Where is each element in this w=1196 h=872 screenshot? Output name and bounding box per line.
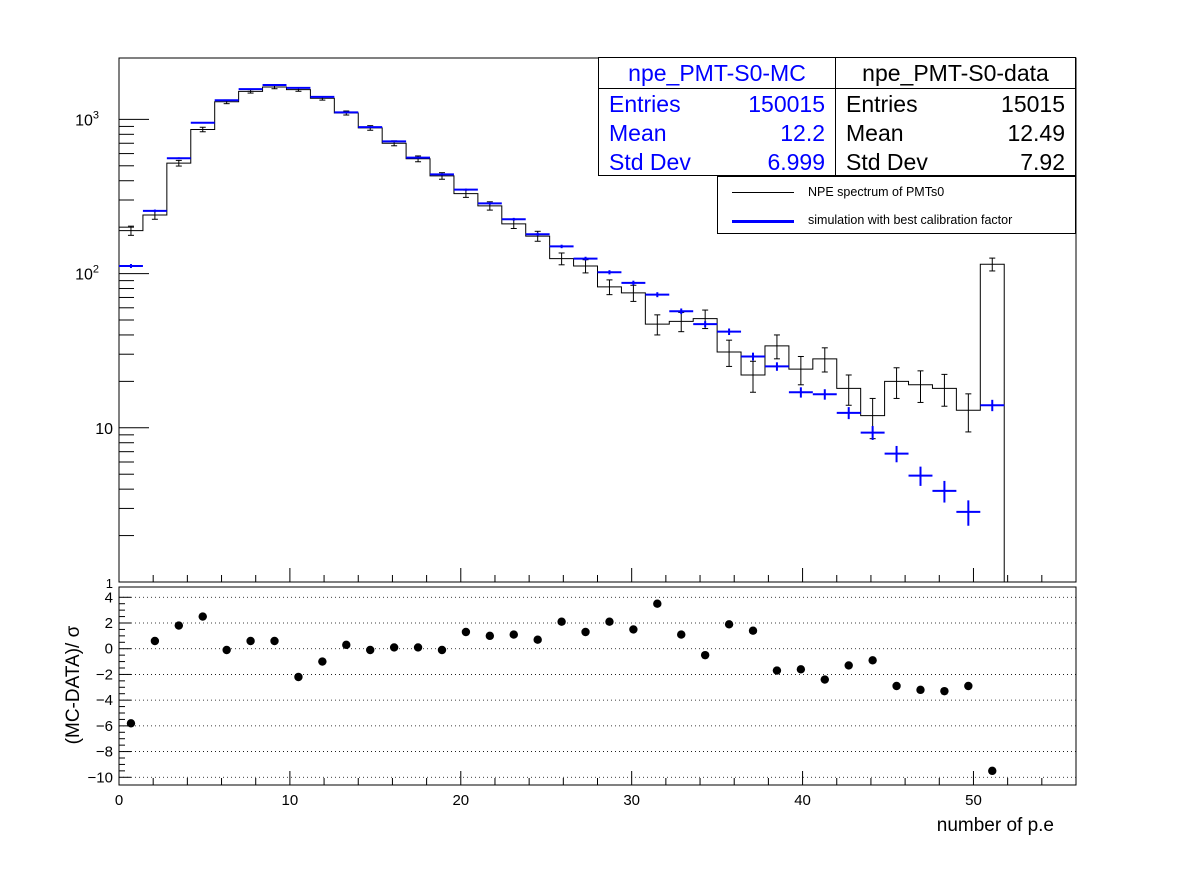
residual-point <box>964 681 973 691</box>
stat-value: 12.49 <box>1007 120 1065 146</box>
residual-point <box>342 640 351 650</box>
residual-point <box>174 621 184 630</box>
residual-point <box>629 625 638 634</box>
stat-label: Mean <box>609 120 667 146</box>
residual-point <box>366 645 375 655</box>
stat-value: 7.92 <box>1020 149 1065 175</box>
stat-label: Std Dev <box>846 149 928 175</box>
legend: NPE spectrum of PMTs0 simulation with be… <box>717 176 1076 234</box>
residual-point <box>844 661 853 670</box>
stat-box-mc-title: npe_PMT-S0-MC <box>599 58 835 89</box>
x-tick-label: 20 <box>452 792 469 809</box>
ratio-y-tick-label: 4 <box>105 589 113 606</box>
x-tick-label: 0 <box>115 792 123 809</box>
stat-label: Std Dev <box>609 149 691 175</box>
top-y-tick-label: 1 <box>106 576 113 591</box>
top-histogram-plot <box>119 84 1005 582</box>
legend-entry-mc: simulation with best calibration factor <box>718 207 1075 235</box>
residual-point <box>772 666 782 675</box>
residual-point <box>892 681 901 691</box>
tick-exponent: 2 <box>93 264 99 276</box>
ratio-pad-border <box>118 586 1077 786</box>
residual-point <box>294 672 303 682</box>
ratio-y-tick-label: −10 <box>88 769 113 786</box>
tick-exponent: 3 <box>93 109 99 121</box>
ratio-y-tick-label: −4 <box>96 692 113 709</box>
ratio-y-tick-label: −8 <box>96 744 113 761</box>
residual-point <box>557 617 566 626</box>
residual-point <box>653 599 662 608</box>
residual-point <box>389 643 399 652</box>
top-y-tick-label: 103 <box>75 109 99 129</box>
residual-point <box>246 636 255 646</box>
stat-box-data-entries: Entries 15015 <box>846 90 1065 119</box>
top-y-tick-label: 10 <box>95 421 113 438</box>
residual-point <box>988 766 997 776</box>
residual-point <box>198 612 207 621</box>
x-axis-label: number of p.e <box>937 815 1054 836</box>
x-tick-label: 10 <box>282 792 299 809</box>
residual-point <box>581 627 590 637</box>
residual-point <box>700 650 710 660</box>
stat-value: 15015 <box>1001 91 1065 117</box>
stat-value: 150015 <box>748 91 825 117</box>
ratio-y-tick-label: −2 <box>96 666 113 683</box>
legend-label: simulation with best calibration factor <box>808 213 1013 227</box>
residual-point <box>724 620 734 629</box>
stat-label: Entries <box>609 91 681 117</box>
ratio-y-axis-label: (MC-DATA)/ σ <box>63 625 84 744</box>
ratio-grid <box>119 596 1076 778</box>
stat-label: Mean <box>846 120 904 146</box>
residual-point <box>940 686 949 696</box>
stat-value: 12.2 <box>780 120 825 146</box>
stat-box-data: npe_PMT-S0-data Entries 15015 Mean 12.49… <box>835 57 1076 176</box>
residual-point <box>605 617 614 626</box>
x-tick-label: 50 <box>965 792 982 809</box>
top-y-tick-label: 102 <box>75 264 99 284</box>
legend-swatch-data <box>732 192 794 193</box>
residual-point <box>222 645 231 655</box>
ratio-plot <box>126 599 997 776</box>
residual-point <box>413 643 423 652</box>
ratio-y-tick-label: 0 <box>105 641 113 658</box>
ratio-y-tick-label: −6 <box>96 718 113 735</box>
stat-box-mc-stddev: Std Dev 6.999 <box>609 148 825 177</box>
stat-value: 6.999 <box>767 149 825 175</box>
x-tick-label: 30 <box>623 792 640 809</box>
residual-point <box>796 665 806 674</box>
residual-point <box>150 636 160 646</box>
stat-box-data-mean: Mean 12.49 <box>846 119 1065 148</box>
residual-point <box>820 675 829 684</box>
residual-point <box>677 630 686 639</box>
stat-box-mc: npe_PMT-S0-MC Entries 150015 Mean 12.2 S… <box>598 57 836 176</box>
residual-point <box>916 685 925 695</box>
stat-box-mc-entries: Entries 150015 <box>609 90 825 119</box>
residual-point <box>318 657 327 666</box>
ratio-y-tick-label: 2 <box>105 615 113 632</box>
residual-point <box>533 635 542 644</box>
x-tick-label: 40 <box>794 792 811 809</box>
legend-entry-data: NPE spectrum of PMTs0 <box>718 179 1075 207</box>
residual-point <box>461 627 471 637</box>
residual-point <box>868 656 877 665</box>
legend-label: NPE spectrum of PMTs0 <box>808 185 945 199</box>
residual-point <box>485 631 495 641</box>
residual-point <box>509 630 518 639</box>
stat-box-mc-mean: Mean 12.2 <box>609 119 825 148</box>
stat-box-data-stddev: Std Dev 7.92 <box>846 148 1065 177</box>
stat-box-data-title: npe_PMT-S0-data <box>836 58 1075 89</box>
stat-label: Entries <box>846 91 918 117</box>
legend-swatch-mc <box>732 220 794 223</box>
residual-point <box>437 645 447 655</box>
residual-point <box>748 626 758 635</box>
residual-point <box>270 636 279 646</box>
